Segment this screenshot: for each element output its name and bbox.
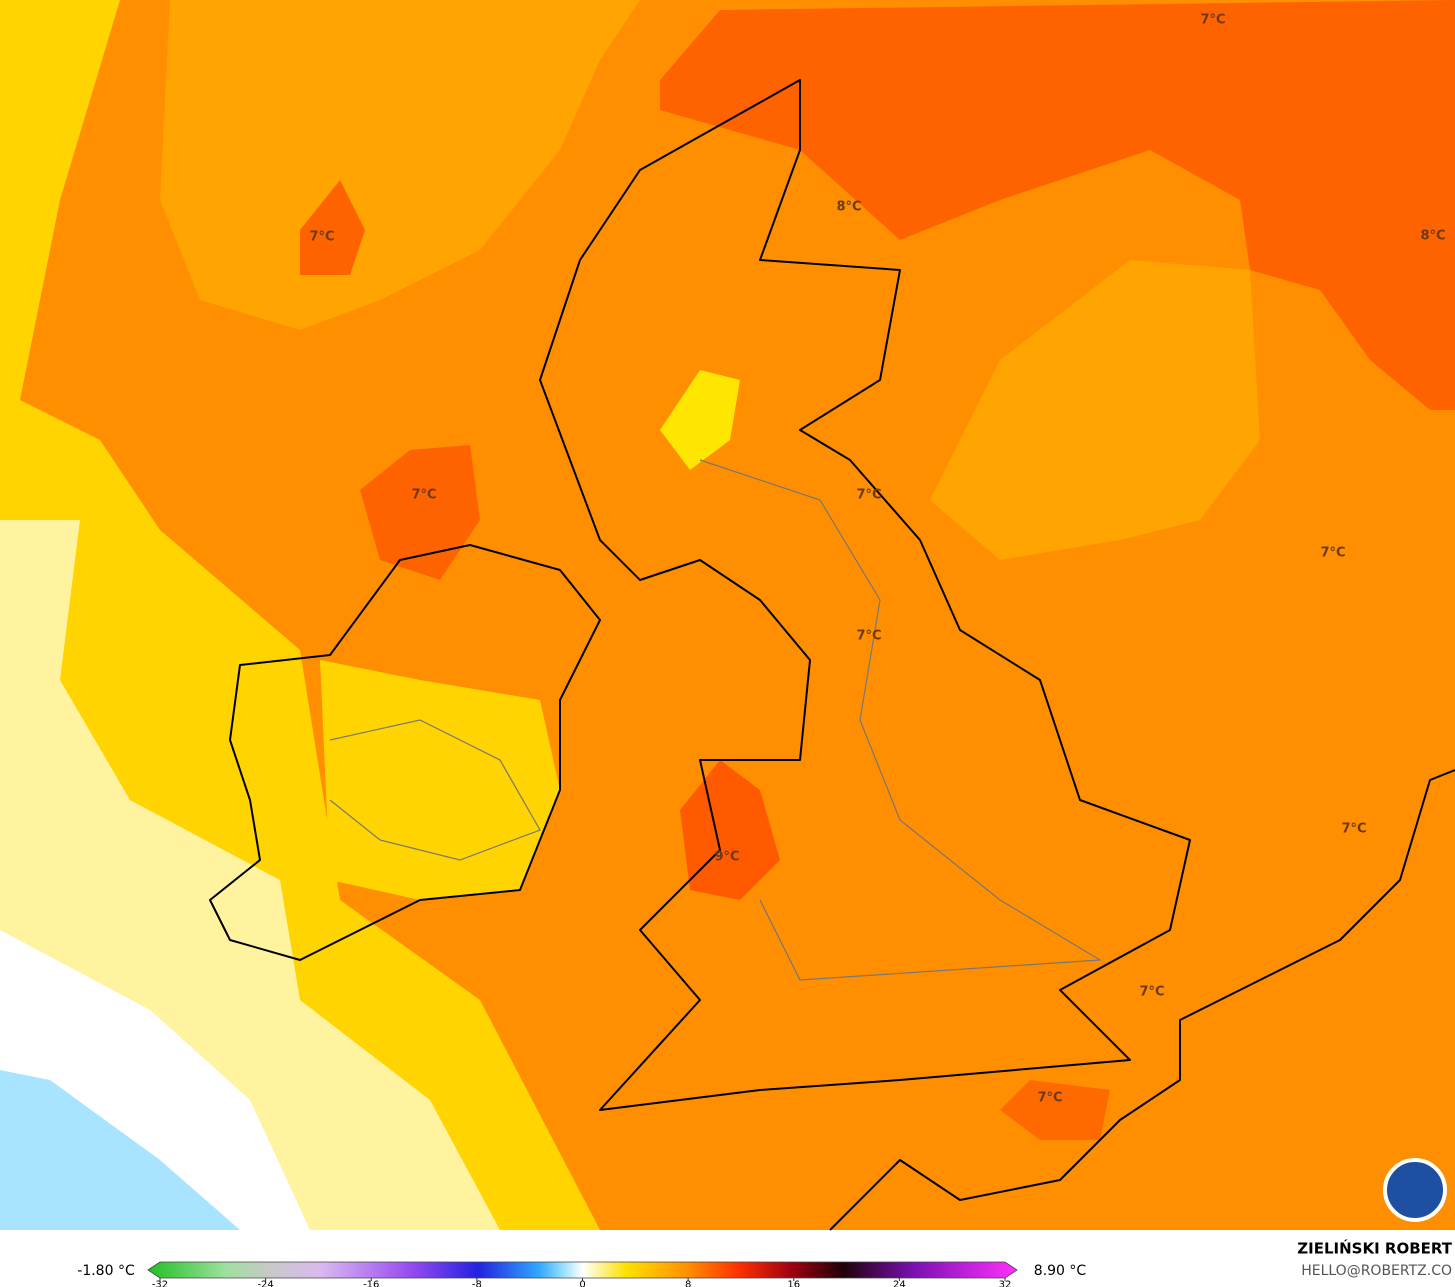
temperature-zone bbox=[0, 1070, 240, 1230]
temperature-zone bbox=[660, 0, 1455, 410]
temperature-zone bbox=[930, 260, 1260, 560]
email: HELLO@ROBERTZ.CO bbox=[1301, 1263, 1452, 1279]
temperature-zone bbox=[1000, 1080, 1110, 1140]
contour-label: 7°C bbox=[1341, 822, 1366, 837]
noaa-logo bbox=[1383, 1158, 1447, 1222]
colorbar-tick-label: 24 bbox=[893, 1279, 906, 1287]
contour-label: 7°C bbox=[1139, 985, 1164, 1000]
contour-label: 7°C bbox=[411, 488, 436, 503]
britain-coast bbox=[539, 79, 1191, 1111]
colorbar-max: 8.90 °C bbox=[1034, 1263, 1087, 1279]
continent-coast bbox=[829, 769, 1455, 1231]
colorbar-tick-label: 32 bbox=[999, 1279, 1012, 1287]
temperature-zone bbox=[0, 0, 640, 330]
colorbar-tick-label: -32 bbox=[152, 1279, 168, 1287]
map: 7°C 8°C 7°C 8°C 7°C 7°C 7°C 7°C 9°C 7°C … bbox=[0, 0, 1455, 1231]
colorbar-tick-label: 8 bbox=[685, 1279, 691, 1287]
contour-label: 8°C bbox=[1420, 229, 1445, 244]
author: ZIELIŃSKI ROBERT bbox=[1297, 1239, 1452, 1258]
region-borders bbox=[329, 719, 541, 861]
temperature-zone bbox=[660, 370, 740, 470]
colorbar-scale bbox=[147, 1261, 1018, 1279]
temperature-zone bbox=[300, 180, 365, 275]
contour-label: 9°C bbox=[714, 850, 739, 865]
colorbar-min: -1.80 °C bbox=[77, 1263, 135, 1279]
contour-label: 7°C bbox=[856, 488, 881, 503]
colorbar-tick-label: 0 bbox=[579, 1279, 585, 1287]
colorbar-tick-label: -16 bbox=[363, 1279, 379, 1287]
contour-label: 7°C bbox=[1200, 13, 1225, 28]
colorbar-tick-label: -24 bbox=[257, 1279, 273, 1287]
temperature-zone bbox=[360, 445, 480, 580]
region-borders bbox=[699, 459, 1102, 981]
contour-label: 7°C bbox=[1037, 1091, 1062, 1106]
contour-label: 7°C bbox=[856, 629, 881, 644]
colorbar-tick-label: 16 bbox=[787, 1279, 800, 1287]
ireland-coast bbox=[209, 544, 601, 961]
contour-label: 7°C bbox=[309, 230, 334, 245]
colorbar-tick-label: -8 bbox=[472, 1279, 482, 1287]
contour-label: 8°C bbox=[836, 200, 861, 215]
contour-label: 7°C bbox=[1320, 546, 1345, 561]
colorbar: -1.80 °C 8.90 °C -32 -24 -16 -8 0 8 16 24 32 bbox=[77, 1261, 1087, 1287]
